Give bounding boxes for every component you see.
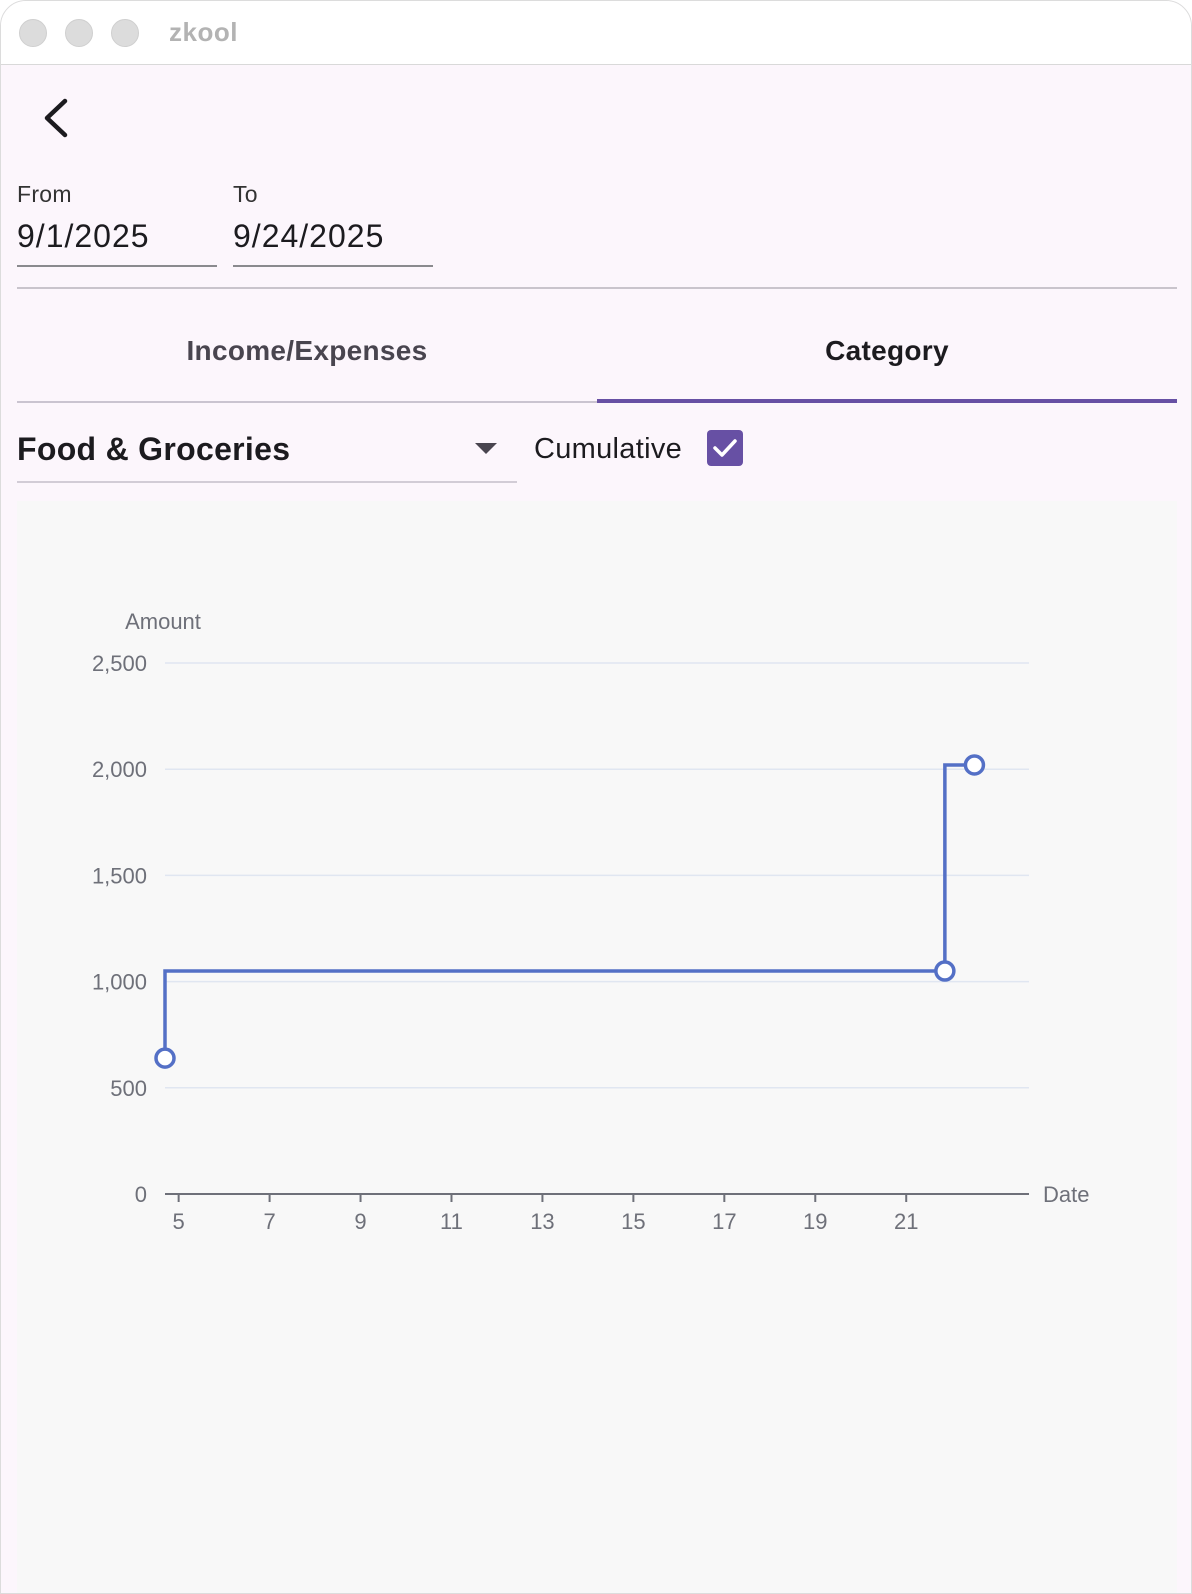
x-tick-label: 21 bbox=[894, 1209, 918, 1234]
chevron-left-icon bbox=[44, 98, 68, 138]
to-date-value[interactable]: 9/24/2025 bbox=[233, 218, 433, 267]
x-tick-label: 15 bbox=[621, 1209, 645, 1234]
series-line bbox=[163, 763, 975, 1059]
y-tick-label: 2,000 bbox=[92, 757, 147, 782]
category-dropdown[interactable]: Food & Groceries bbox=[17, 421, 517, 483]
minimize-window-button[interactable] bbox=[65, 19, 93, 47]
maximize-window-button[interactable] bbox=[111, 19, 139, 47]
close-window-button[interactable] bbox=[19, 19, 47, 47]
to-date-field[interactable]: To 9/24/2025 bbox=[233, 181, 433, 267]
x-tick-label: 7 bbox=[263, 1209, 275, 1234]
window-title: zkool bbox=[169, 17, 238, 47]
x-tick-label: 17 bbox=[712, 1209, 736, 1234]
x-tick-label: 5 bbox=[173, 1209, 185, 1234]
data-point bbox=[934, 960, 956, 982]
cumulative-checkbox[interactable] bbox=[707, 430, 743, 466]
check-icon bbox=[713, 439, 737, 457]
x-axis-title: Date bbox=[1043, 1182, 1089, 1207]
y-tick-label: 1,500 bbox=[92, 863, 147, 888]
to-label: To bbox=[233, 181, 258, 207]
category-dropdown-value: Food & Groceries bbox=[17, 431, 291, 467]
x-tick-label: 13 bbox=[530, 1209, 554, 1234]
y-tick-label: 0 bbox=[135, 1182, 147, 1207]
y-tick-label: 2,500 bbox=[92, 651, 147, 676]
active-tab-indicator bbox=[597, 399, 1177, 403]
cumulative-label: Cumulative bbox=[534, 433, 683, 465]
tab-bar: Income/Expenses Category bbox=[17, 301, 1177, 403]
title-bar: zkool bbox=[1, 1, 1191, 65]
tab-category[interactable]: Category bbox=[825, 335, 949, 366]
y-tick-label: 1,000 bbox=[92, 970, 147, 995]
data-point bbox=[154, 1047, 176, 1069]
x-tick-label: 19 bbox=[803, 1209, 827, 1234]
step-line-chart: 0 500 1,000 1,500 2,000 2,500 5 7 9 11 13 15 17 19 21 A… bbox=[92, 609, 1090, 1234]
from-date-value[interactable]: 9/1/2025 bbox=[17, 218, 217, 267]
chart-panel: 0 500 1,000 1,500 2,000 2,500 5 7 9 11 13 15 17 19 21 A… bbox=[17, 501, 1177, 1593]
filters-divider bbox=[17, 287, 1177, 289]
x-tick-label: 9 bbox=[354, 1209, 366, 1234]
x-tick-label: 11 bbox=[440, 1209, 463, 1234]
back-button[interactable] bbox=[31, 93, 81, 143]
y-tick-label: 500 bbox=[110, 1076, 147, 1101]
y-axis-title: Amount bbox=[125, 609, 201, 634]
tab-income-expenses[interactable]: Income/Expenses bbox=[186, 335, 428, 366]
triangle-down-icon bbox=[475, 443, 497, 454]
from-label: From bbox=[17, 181, 72, 207]
data-point bbox=[963, 754, 986, 776]
from-date-field[interactable]: From 9/1/2025 bbox=[17, 181, 217, 267]
